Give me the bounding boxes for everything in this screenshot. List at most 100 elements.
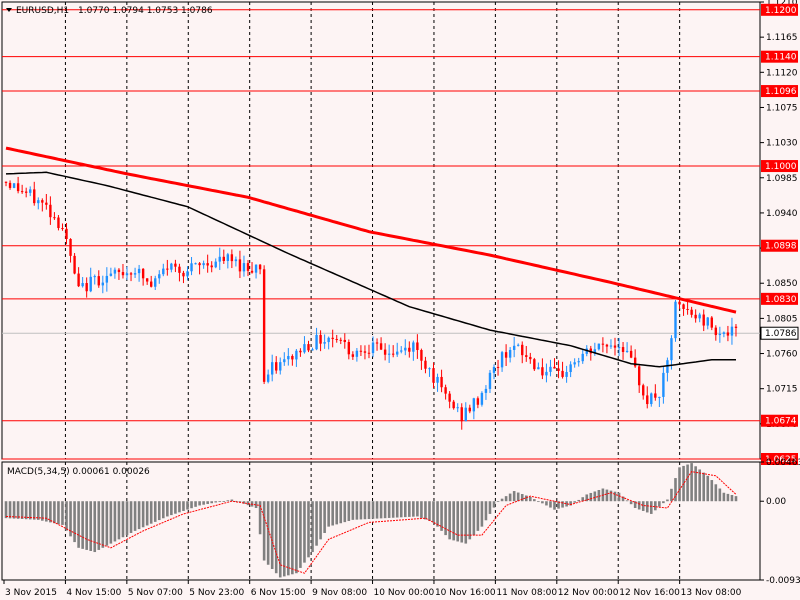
macd-bar	[57, 501, 60, 525]
ohlc-values: 1.0770 1.0794 1.0753 1.0786	[78, 6, 213, 16]
candle-body	[33, 189, 36, 204]
macd-bar	[307, 501, 310, 558]
macd-bar	[476, 501, 480, 531]
candle-body	[613, 345, 617, 348]
candle-body	[323, 342, 326, 344]
macd-bar	[222, 501, 226, 502]
macd-bar	[32, 501, 36, 520]
macd-bar	[492, 501, 496, 508]
level-label[interactable]: 1.1140	[765, 53, 797, 63]
macd-bar	[448, 501, 451, 540]
macd-bar	[210, 501, 213, 504]
candle-body	[226, 254, 230, 261]
macd-bar	[81, 501, 84, 549]
macd-bar	[343, 501, 347, 523]
macd-bar	[278, 501, 282, 578]
candle-body	[311, 349, 314, 351]
macd-bar	[186, 501, 189, 510]
candle-body	[710, 317, 713, 328]
time-label: 12 Nov 00:00	[558, 588, 619, 598]
candle-body	[125, 273, 129, 276]
macd-bar	[504, 496, 508, 502]
candle-body	[327, 337, 330, 343]
candle-body	[331, 337, 334, 339]
level-labels[interactable]: 1.1200 1.1140 1.1096 1.1000 1.0898 1.0830 1.06…	[761, 3, 798, 465]
candle-body	[287, 355, 290, 360]
candle-body	[206, 263, 209, 266]
macd-bar	[371, 501, 375, 519]
candle-body	[400, 350, 403, 352]
macd-bar	[645, 501, 649, 513]
candle-body	[24, 191, 28, 193]
macd-bar	[436, 501, 439, 527]
level-label[interactable]: 1.0625	[765, 455, 797, 465]
macd-signal-line	[5, 471, 737, 574]
level-label[interactable]: 1.1096	[765, 87, 797, 97]
candle-body	[734, 326, 738, 328]
level-label[interactable]: 1.0674	[765, 417, 797, 427]
price-tick-label: 1.0985	[766, 174, 798, 184]
candle-body	[480, 392, 484, 405]
candle-body	[242, 263, 246, 272]
macd-bar	[613, 491, 617, 502]
candle-body	[69, 239, 72, 256]
macd-bar	[500, 498, 504, 502]
moving-average-fast	[5, 171, 736, 368]
macd-panel[interactable]	[1, 461, 761, 581]
macd-bar	[460, 501, 464, 543]
macd-bar	[93, 501, 97, 553]
candle-body	[577, 361, 580, 363]
candle-body	[170, 263, 173, 270]
candle-body	[412, 342, 415, 352]
current-price-value: 1.0786	[765, 329, 797, 339]
macd-bar	[524, 495, 528, 502]
candle-body	[61, 228, 64, 230]
macd-bar	[274, 501, 278, 574]
level-label[interactable]: 1.1200	[765, 6, 797, 16]
candle-body	[137, 268, 141, 274]
macd-bar	[424, 501, 427, 520]
macd-bar	[403, 501, 407, 518]
level-label[interactable]: 1.0830	[765, 295, 797, 305]
price-tick-label: 1.0760	[766, 350, 798, 360]
level-label[interactable]: 1.0898	[765, 242, 797, 252]
candle-body	[706, 317, 709, 326]
macd-bar	[641, 501, 645, 511]
candle-body	[605, 344, 609, 347]
level-label[interactable]: 1.1000	[765, 162, 797, 172]
candle-body	[351, 354, 355, 357]
candle-body	[456, 407, 459, 409]
candle-body	[468, 407, 472, 412]
level-label-bg	[761, 85, 798, 98]
macd-bar	[625, 500, 629, 502]
candle-body	[690, 309, 693, 315]
candle-body	[121, 272, 125, 276]
candle-body	[440, 376, 443, 388]
horizontal-levels[interactable]	[2, 9, 760, 460]
candle-body	[472, 398, 476, 412]
candle-body	[45, 202, 48, 205]
candle-body	[113, 269, 117, 274]
candle-body	[537, 367, 540, 370]
level-label-bg	[761, 414, 798, 427]
macd-bar	[8, 501, 12, 519]
candle-body	[452, 401, 455, 409]
macd-bar	[589, 492, 593, 502]
macd-bar	[408, 501, 411, 517]
candle-body	[343, 339, 346, 343]
macd-bar	[545, 501, 548, 506]
macd-bar	[262, 501, 266, 561]
candle-body	[416, 342, 419, 351]
candle-body	[218, 256, 221, 262]
macd-bar	[65, 501, 68, 531]
candle-body	[718, 333, 722, 336]
macd-bar	[529, 496, 532, 502]
macd-bar	[49, 501, 52, 523]
down-triangle-icon[interactable]	[6, 8, 12, 12]
candle-body	[565, 372, 568, 377]
candle-body	[97, 276, 100, 286]
macd-bar	[270, 501, 274, 569]
symbol-header: EURUSD,H1	[16, 6, 69, 16]
candle-body	[162, 268, 165, 275]
